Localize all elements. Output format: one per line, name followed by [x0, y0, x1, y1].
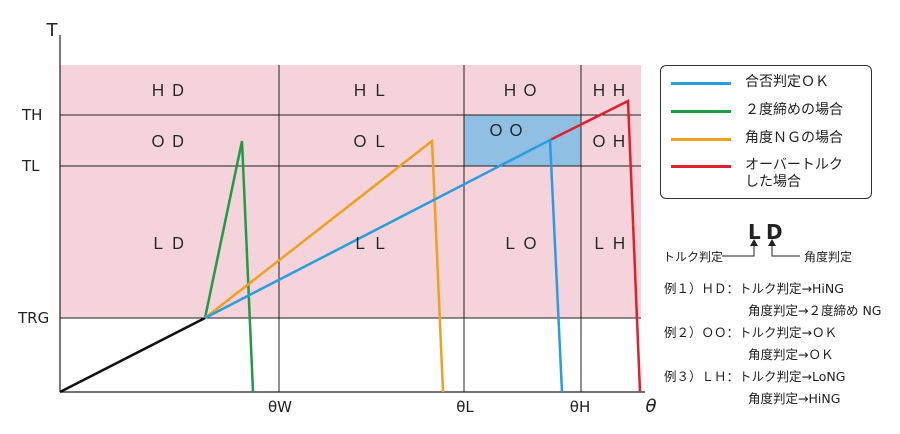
legend-item-ok: 合否判定ＯＫ [671, 74, 829, 91]
zone-ho: ＨＯ [502, 81, 542, 100]
retighten-line [203, 140, 255, 393]
y-tick-trg: TRG [17, 309, 49, 327]
over-torque-line [549, 99, 642, 393]
zone-od: ＯＤ [150, 132, 190, 151]
example-2-line-1: 例２）ＯＯ：トルク判定→ＯＫ [664, 322, 881, 344]
ok-zone [464, 115, 581, 166]
zone-ol: ＯＬ [352, 132, 392, 151]
legend-item-over-torque: オーバートルク した場合 [671, 157, 843, 191]
example-3-torque: トルク判定→LoNG [739, 369, 846, 384]
legend-item-angle-ng: 角度ＮＧの場合 [671, 130, 843, 147]
example-1-line-1: 例１）ＨＤ：トルク判定→HiNG [664, 278, 881, 300]
zone-hd: ＨＤ [150, 81, 190, 100]
legend-swatch-angle-ng [671, 138, 731, 141]
base-torque-line [59, 316, 206, 394]
example-3-line-2: 角度判定→HiNG [748, 391, 841, 406]
key-first-meaning: トルク判定 [663, 250, 724, 264]
example-2-prefix: 例２）ＯＯ： [664, 325, 740, 340]
x-tick-theta-h: θH [570, 398, 590, 416]
legend-label-ok: 合否判定ＯＫ [745, 74, 829, 90]
example-1-torque: トルク判定→HiNG [739, 281, 844, 296]
example-1-line-2: 角度判定→２度締め NG [748, 303, 882, 318]
legend-swatch-retighten [671, 110, 731, 113]
grid-lines [60, 65, 641, 392]
zone-lh: ＬＨ [591, 234, 631, 253]
key-arrows [722, 239, 800, 257]
y-tick-tl: TL [21, 157, 40, 175]
x-axis-title: θ [645, 396, 656, 417]
zone-ll: ＬＬ [352, 234, 392, 253]
legend-item-retighten: ２度締めの場合 [671, 102, 843, 119]
example-3-prefix: 例３）ＬＨ： [664, 369, 740, 384]
zone-ld: ＬＤ [150, 234, 190, 253]
legend-label-over-torque: オーバートルク した場合 [745, 157, 843, 190]
legend-swatch-ok [671, 82, 731, 85]
zone-oo: ＯＯ [488, 121, 528, 140]
key-first-letter: L [748, 220, 761, 244]
zone-oh: ＯＨ [591, 132, 631, 151]
example-2-line-2: 角度判定→ＯＫ [748, 347, 834, 362]
example-1-prefix: 例１）ＨＤ： [664, 281, 740, 296]
zone-hh: ＨＨ [591, 81, 631, 100]
zone-hl: ＨＬ [352, 81, 392, 100]
angle-ng-line [204, 138, 445, 393]
y-tick-th: TH [21, 106, 42, 124]
label-key-explanation: L D トルク判定 角度判定 [660, 220, 890, 270]
examples: 例１）ＨＤ：トルク判定→HiNG 角度判定→２度締め NG 例２）ＯＯ：トルク判… [664, 278, 881, 410]
ok-line [204, 137, 564, 393]
zone-lo: ＬＯ [502, 234, 542, 253]
example-2-torque: トルク判定→ＯＫ [739, 325, 837, 340]
legend: 合否判定ＯＫ ２度締めの場合 角度ＮＧの場合 オーバートルク した場合 [660, 65, 872, 199]
example-3-line-1: 例３）ＬＨ：トルク判定→LoNG [664, 366, 881, 388]
x-tick-theta-l: θL [456, 398, 474, 416]
legend-label-angle-ng: 角度ＮＧの場合 [745, 130, 843, 146]
legend-swatch-over-torque [671, 165, 731, 168]
y-axis-title: T [46, 20, 59, 41]
key-second-meaning: 角度判定 [804, 250, 853, 264]
legend-label-retighten: ２度締めの場合 [745, 102, 843, 118]
x-tick-theta-w: θW [268, 398, 292, 416]
key-second-letter: D [766, 220, 783, 244]
judgement-zone-area [60, 65, 641, 318]
